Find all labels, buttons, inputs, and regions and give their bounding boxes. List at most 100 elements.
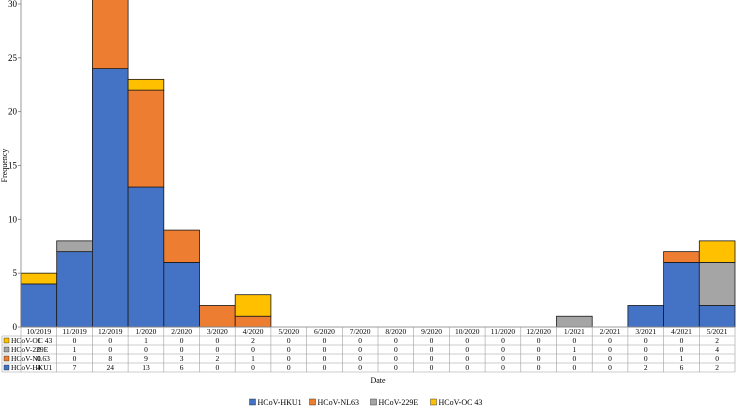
x-tick-label: 1/2020	[136, 327, 157, 336]
table-cell: 0	[430, 363, 434, 372]
table-cell: 2	[215, 354, 219, 363]
table-cell: 7	[73, 363, 77, 372]
bar-segment	[20, 283, 58, 328]
table-cell: 0	[287, 336, 291, 345]
table-cell: 0	[680, 345, 684, 354]
table-cell: 0	[430, 345, 434, 354]
table-cell: 0	[537, 336, 541, 345]
table-cell: 0	[572, 336, 576, 345]
table-cell: 0	[323, 363, 327, 372]
table-cell: 0	[715, 354, 719, 363]
x-tick-label: 1/2021	[564, 327, 585, 336]
x-tick-label: 12/2019	[98, 327, 123, 336]
table-cell: 0	[501, 336, 505, 345]
table-cell: 0	[608, 363, 612, 372]
table-cell: 0	[73, 336, 77, 345]
table-cell: 0	[37, 345, 41, 354]
table-cell: 0	[394, 354, 398, 363]
x-tick-label: 4/2021	[671, 327, 692, 336]
table-cell: 6	[680, 363, 684, 372]
legend-label: HCoV-HKU1	[258, 398, 302, 407]
x-tick-label: 5/2021	[707, 327, 728, 336]
x-tick-label: 6/2020	[314, 327, 335, 336]
table-cell: 0	[215, 363, 219, 372]
x-tick-label: 7/2020	[350, 327, 371, 336]
table-cell: 0	[287, 354, 291, 363]
table-cell: 0	[287, 345, 291, 354]
x-tick-label: 9/2020	[421, 327, 442, 336]
table-cell: 0	[644, 345, 648, 354]
bar-segment	[56, 240, 93, 253]
y-tick-label: 15	[8, 161, 18, 171]
bar-segment	[20, 272, 58, 285]
table-cell: 0	[180, 336, 184, 345]
table-row-label: HCoV-NL63	[11, 354, 50, 363]
table-cell: 0	[465, 363, 469, 372]
x-tick-label: 3/2020	[207, 327, 228, 336]
table-cell: 0	[430, 354, 434, 363]
table-cell: 0	[537, 345, 541, 354]
table-cell: 0	[572, 354, 576, 363]
bar-segment	[199, 305, 236, 328]
table-cell: 0	[323, 345, 327, 354]
x-tick-label: 10/2020	[455, 327, 480, 336]
table-cell: 0	[215, 345, 219, 354]
x-tick-label: 3/2021	[635, 327, 656, 336]
table-cell: 24	[107, 363, 115, 372]
table-cell: 0	[644, 336, 648, 345]
table-row-label: HCoV-229E	[11, 345, 49, 354]
y-tick-label: 30	[8, 0, 18, 9]
table-cell: 0	[608, 354, 612, 363]
table-cell: 6	[180, 363, 184, 372]
table-cell: 0	[394, 345, 398, 354]
legend-label: HCoV-NL63	[318, 398, 359, 407]
bar-segment	[56, 251, 93, 328]
table-cell: 8	[108, 354, 112, 363]
x-tick-label: 4/2020	[243, 327, 264, 336]
x-tick-label: 11/2020	[491, 327, 516, 336]
table-key-swatch	[3, 337, 10, 344]
bar-segment	[127, 186, 165, 328]
table-cell: 0	[358, 363, 362, 372]
y-axis-title: Frequency	[0, 149, 9, 183]
table-cell: 4	[715, 345, 719, 354]
table-row-label: HCoV-OC 43	[11, 336, 52, 345]
table-cell: 0	[501, 354, 505, 363]
bar-segment	[92, 68, 129, 328]
table-cell: 0	[108, 336, 112, 345]
table-cell: 0	[323, 354, 327, 363]
y-tick-label: 20	[8, 107, 18, 117]
table-cell: 0	[501, 363, 505, 372]
bar-segment	[556, 315, 593, 328]
table-cell: 0	[358, 354, 362, 363]
table-cell: 0	[73, 354, 77, 363]
x-axis-title: Date	[370, 376, 386, 385]
table-cell: 0	[180, 345, 184, 354]
table-cell: 2	[715, 336, 719, 345]
bar-segment	[663, 251, 700, 263]
bars-layer	[20, 0, 736, 328]
bar-segment	[698, 305, 736, 328]
bar-segment	[127, 78, 165, 91]
legend-swatch	[430, 398, 437, 406]
table-cell: 0	[608, 345, 612, 354]
x-tick-label: 2/2020	[171, 327, 192, 336]
table-cell: 0	[465, 336, 469, 345]
x-tick-label: 2/2021	[600, 327, 621, 336]
table-cell: 0	[430, 336, 434, 345]
y-tick-label: 5	[13, 268, 18, 278]
bar-segment	[92, 0, 129, 69]
table-cell: 1	[251, 354, 255, 363]
x-tick-label: 8/2020	[385, 327, 406, 336]
table-cell: 1	[144, 336, 148, 345]
legend: HCoV-HKU1 HCoV-NL63 HCoV-229E HCoV-OC 43	[249, 398, 482, 407]
table-cell: 0	[644, 354, 648, 363]
table-cell: 0	[608, 336, 612, 345]
bar-segment	[663, 261, 700, 328]
table-cell: 0	[287, 363, 291, 372]
legend-swatch	[309, 398, 316, 406]
table-cell: 0	[537, 354, 541, 363]
table-cell: 1	[37, 336, 41, 345]
table-cell: 9	[144, 354, 148, 363]
